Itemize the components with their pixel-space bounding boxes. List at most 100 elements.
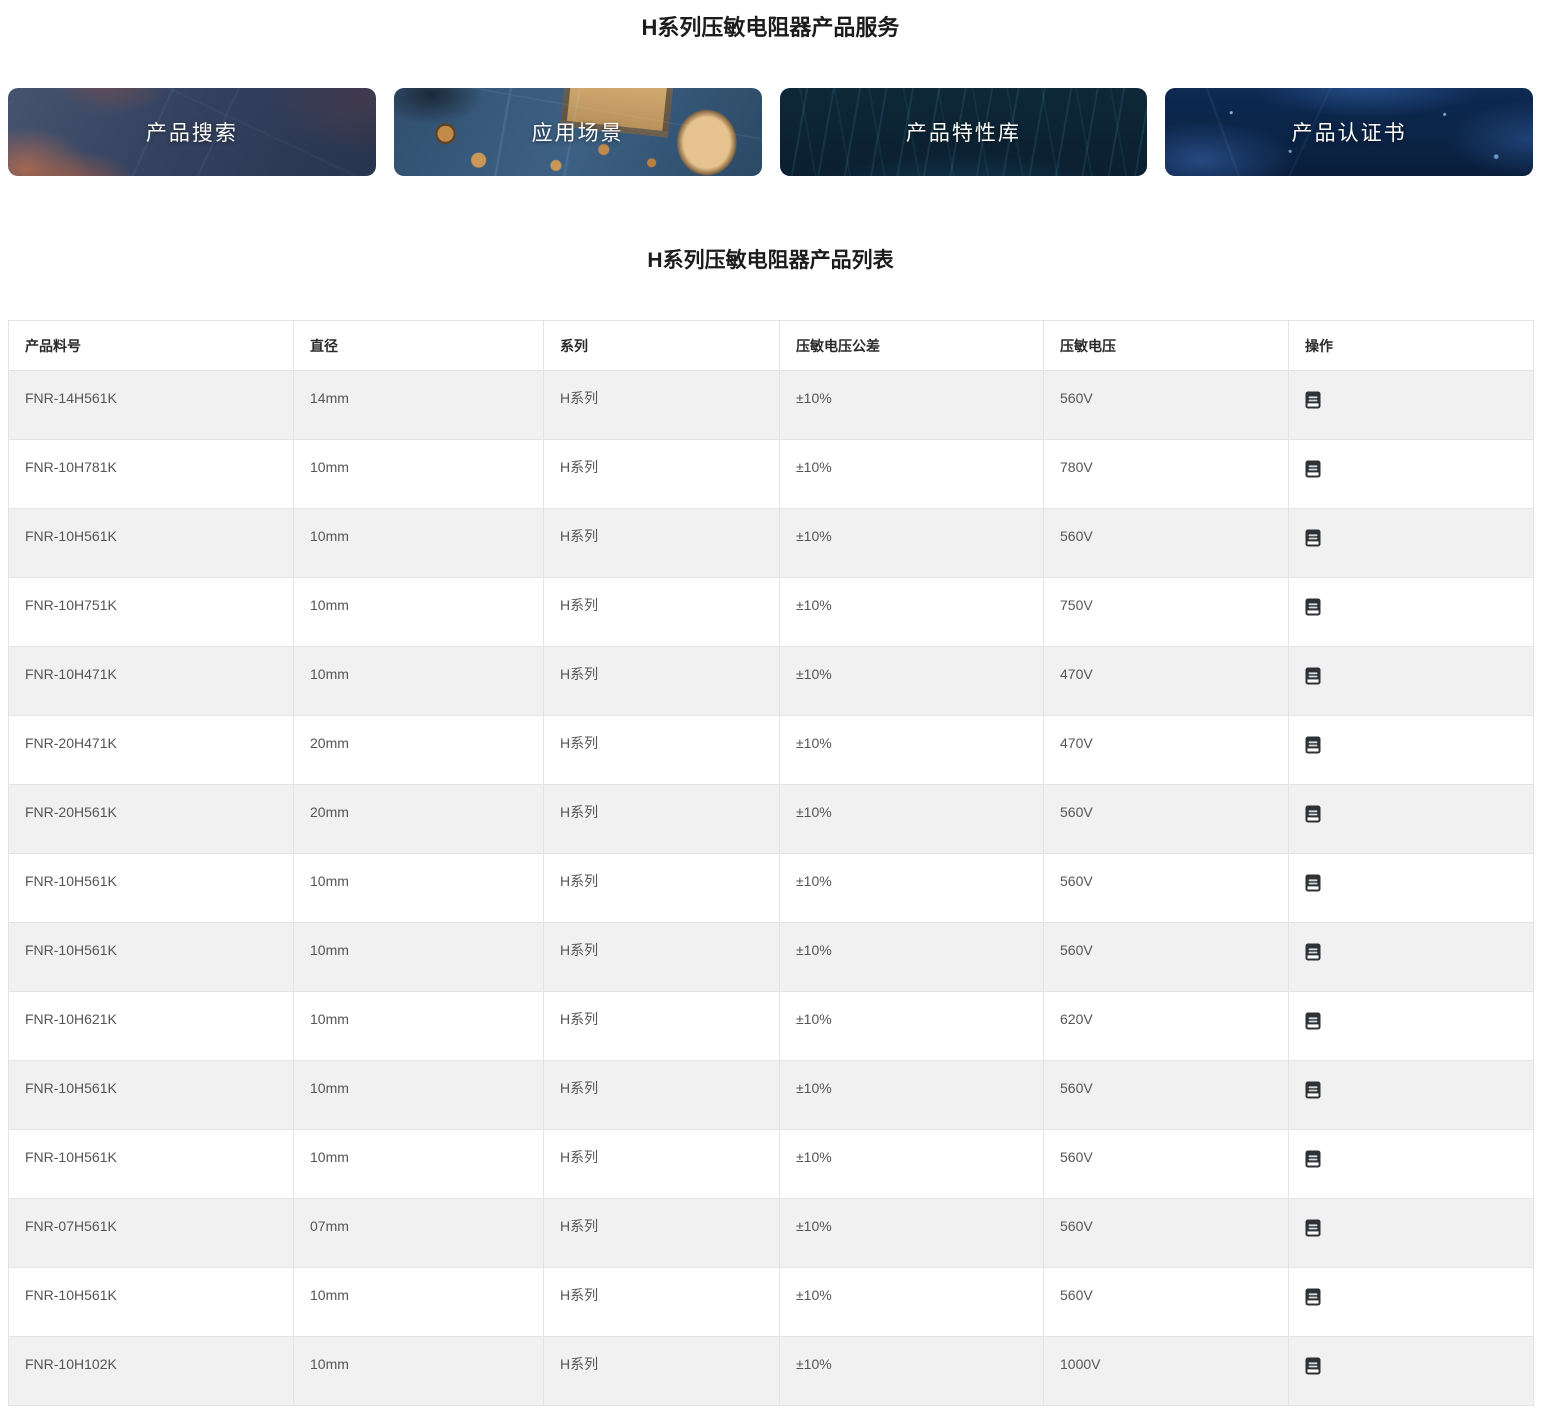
tolerance-cell: ±10%	[779, 715, 1044, 785]
tolerance-cell: ±10%	[779, 1129, 1044, 1199]
voltage-cell: 560V	[1043, 784, 1289, 854]
document-icon[interactable]	[1305, 736, 1321, 754]
series-cell: H系列	[543, 715, 780, 785]
tolerance-cell: ±10%	[779, 922, 1044, 992]
banner-label: 产品认证书	[1291, 122, 1407, 145]
document-icon[interactable]	[1305, 943, 1321, 961]
document-icon[interactable]	[1305, 1357, 1321, 1375]
column-header-voltage-tolerance: 压敏电压公差	[779, 320, 1044, 371]
voltage-cell: 560V	[1043, 1198, 1289, 1268]
document-icon[interactable]	[1305, 460, 1321, 478]
document-icon[interactable]	[1305, 529, 1321, 547]
actions-cell	[1288, 853, 1534, 923]
series-cell: H系列	[543, 1198, 780, 1268]
series-cell: H系列	[543, 508, 780, 578]
column-header-diameter: 直径	[293, 320, 544, 371]
document-icon[interactable]	[1305, 1150, 1321, 1168]
banner-row: 产品搜索 应用场景 产品特性库 产品认证书	[8, 88, 1533, 176]
part-number-cell: FNR-10H561K	[8, 1267, 294, 1337]
table-row: FNR-10H561K 10mm H系列 ±10% 560V	[8, 853, 1534, 923]
document-icon[interactable]	[1305, 391, 1321, 409]
part-number-cell: FNR-10H561K	[8, 1129, 294, 1199]
actions-cell	[1288, 646, 1534, 716]
table-header-row: 产品料号 直径 系列 压敏电压公差 压敏电压 操作	[8, 320, 1534, 371]
actions-cell	[1288, 991, 1534, 1061]
diameter-cell: 10mm	[293, 439, 544, 509]
diameter-cell: 10mm	[293, 1267, 544, 1337]
part-number-cell: FNR-14H561K	[8, 370, 294, 440]
table-row: FNR-10H751K 10mm H系列 ±10% 750V	[8, 577, 1534, 647]
document-icon[interactable]	[1305, 805, 1321, 823]
banner-product-characteristics[interactable]: 产品特性库	[779, 88, 1148, 176]
tolerance-cell: ±10%	[779, 1267, 1044, 1337]
document-icon[interactable]	[1305, 874, 1321, 892]
tolerance-cell: ±10%	[779, 1060, 1044, 1130]
actions-cell	[1288, 1336, 1534, 1406]
document-icon[interactable]	[1305, 1288, 1321, 1306]
document-icon[interactable]	[1305, 1219, 1321, 1237]
table-row: FNR-14H561K 14mm H系列 ±10% 560V	[8, 370, 1534, 440]
series-cell: H系列	[543, 1129, 780, 1199]
voltage-cell: 560V	[1043, 508, 1289, 578]
series-cell: H系列	[543, 991, 780, 1061]
part-number-cell: FNR-10H561K	[8, 508, 294, 578]
voltage-cell: 560V	[1043, 922, 1289, 992]
part-number-cell: FNR-10H621K	[8, 991, 294, 1061]
diameter-cell: 07mm	[293, 1198, 544, 1268]
banner-product-search[interactable]: 产品搜索	[8, 88, 376, 176]
document-icon[interactable]	[1305, 1012, 1321, 1030]
part-number-cell: FNR-10H751K	[8, 577, 294, 647]
tolerance-cell: ±10%	[779, 853, 1044, 923]
banner-application-scenarios[interactable]: 应用场景	[393, 88, 762, 176]
page: H系列压敏电阻器产品服务 产品搜索 应用场景 产品特性库 产品认证书 H系列 压敏…	[0, 10, 1541, 1406]
document-icon[interactable]	[1305, 598, 1321, 616]
column-header-actions: 操作	[1288, 320, 1534, 371]
tolerance-cell: ±10%	[779, 439, 1044, 509]
tolerance-cell: ±10%	[779, 646, 1044, 716]
diameter-cell: 10mm	[293, 646, 544, 716]
table-row: FNR-20H471K 20mm H系列 ±10% 470V	[8, 715, 1534, 785]
banner-label: 产品搜索	[145, 122, 238, 145]
banner-product-certificates[interactable]: 产品认证书	[1165, 88, 1533, 176]
part-number-cell: FNR-20H471K	[8, 715, 294, 785]
voltage-cell: 470V	[1043, 715, 1289, 785]
series-cell: H系列	[543, 439, 780, 509]
table-row: FNR-10H561K 10mm H系列 ±10% 560V	[8, 1129, 1534, 1199]
diameter-cell: 10mm	[293, 1336, 544, 1406]
diameter-cell: 10mm	[293, 922, 544, 992]
document-icon[interactable]	[1305, 1081, 1321, 1099]
product-table: 产品料号 直径 系列 压敏电压公差 压敏电压 操作 FNR-14H561K 14mm H系列 ±…	[8, 320, 1534, 1406]
actions-cell	[1288, 1129, 1534, 1199]
diameter-cell: 10mm	[293, 577, 544, 647]
voltage-cell: 560V	[1043, 1060, 1289, 1130]
table-row: FNR-10H102K 10mm H系列 ±10% 1000V	[8, 1336, 1534, 1406]
table-row: FNR-10H471K 10mm H系列 ±10% 470V	[8, 646, 1534, 716]
actions-cell	[1288, 784, 1534, 854]
diameter-cell: 10mm	[293, 991, 544, 1061]
series-cell: H系列	[543, 1336, 780, 1406]
actions-cell	[1288, 1198, 1534, 1268]
voltage-cell: 780V	[1043, 439, 1289, 509]
voltage-cell: 560V	[1043, 853, 1289, 923]
table-row: FNR-10H561K 10mm H系列 ±10% 560V	[8, 922, 1534, 992]
actions-cell	[1288, 370, 1534, 440]
table-row: FNR-10H621K 10mm H系列 ±10% 620V	[8, 991, 1534, 1061]
voltage-cell: 560V	[1043, 370, 1289, 440]
voltage-cell: 750V	[1043, 577, 1289, 647]
actions-cell	[1288, 439, 1534, 509]
table-row: FNR-20H561K 20mm H系列 ±10% 560V	[8, 784, 1534, 854]
series-cell: H系列	[543, 646, 780, 716]
series-cell: H系列	[543, 922, 780, 992]
table-row: FNR-10H561K 10mm H系列 ±10% 560V	[8, 1060, 1534, 1130]
diameter-cell: 20mm	[293, 784, 544, 854]
tolerance-cell: ±10%	[779, 784, 1044, 854]
tolerance-cell: ±10%	[779, 508, 1044, 578]
page-title: H系列压敏电阻器产品服务	[641, 15, 900, 40]
diameter-cell: 20mm	[293, 715, 544, 785]
actions-cell	[1288, 715, 1534, 785]
part-number-cell: FNR-10H102K	[8, 1336, 294, 1406]
part-number-cell: FNR-10H561K	[8, 1060, 294, 1130]
document-icon[interactable]	[1305, 667, 1321, 685]
series-cell: H系列	[543, 853, 780, 923]
part-number-cell: FNR-10H561K	[8, 922, 294, 992]
